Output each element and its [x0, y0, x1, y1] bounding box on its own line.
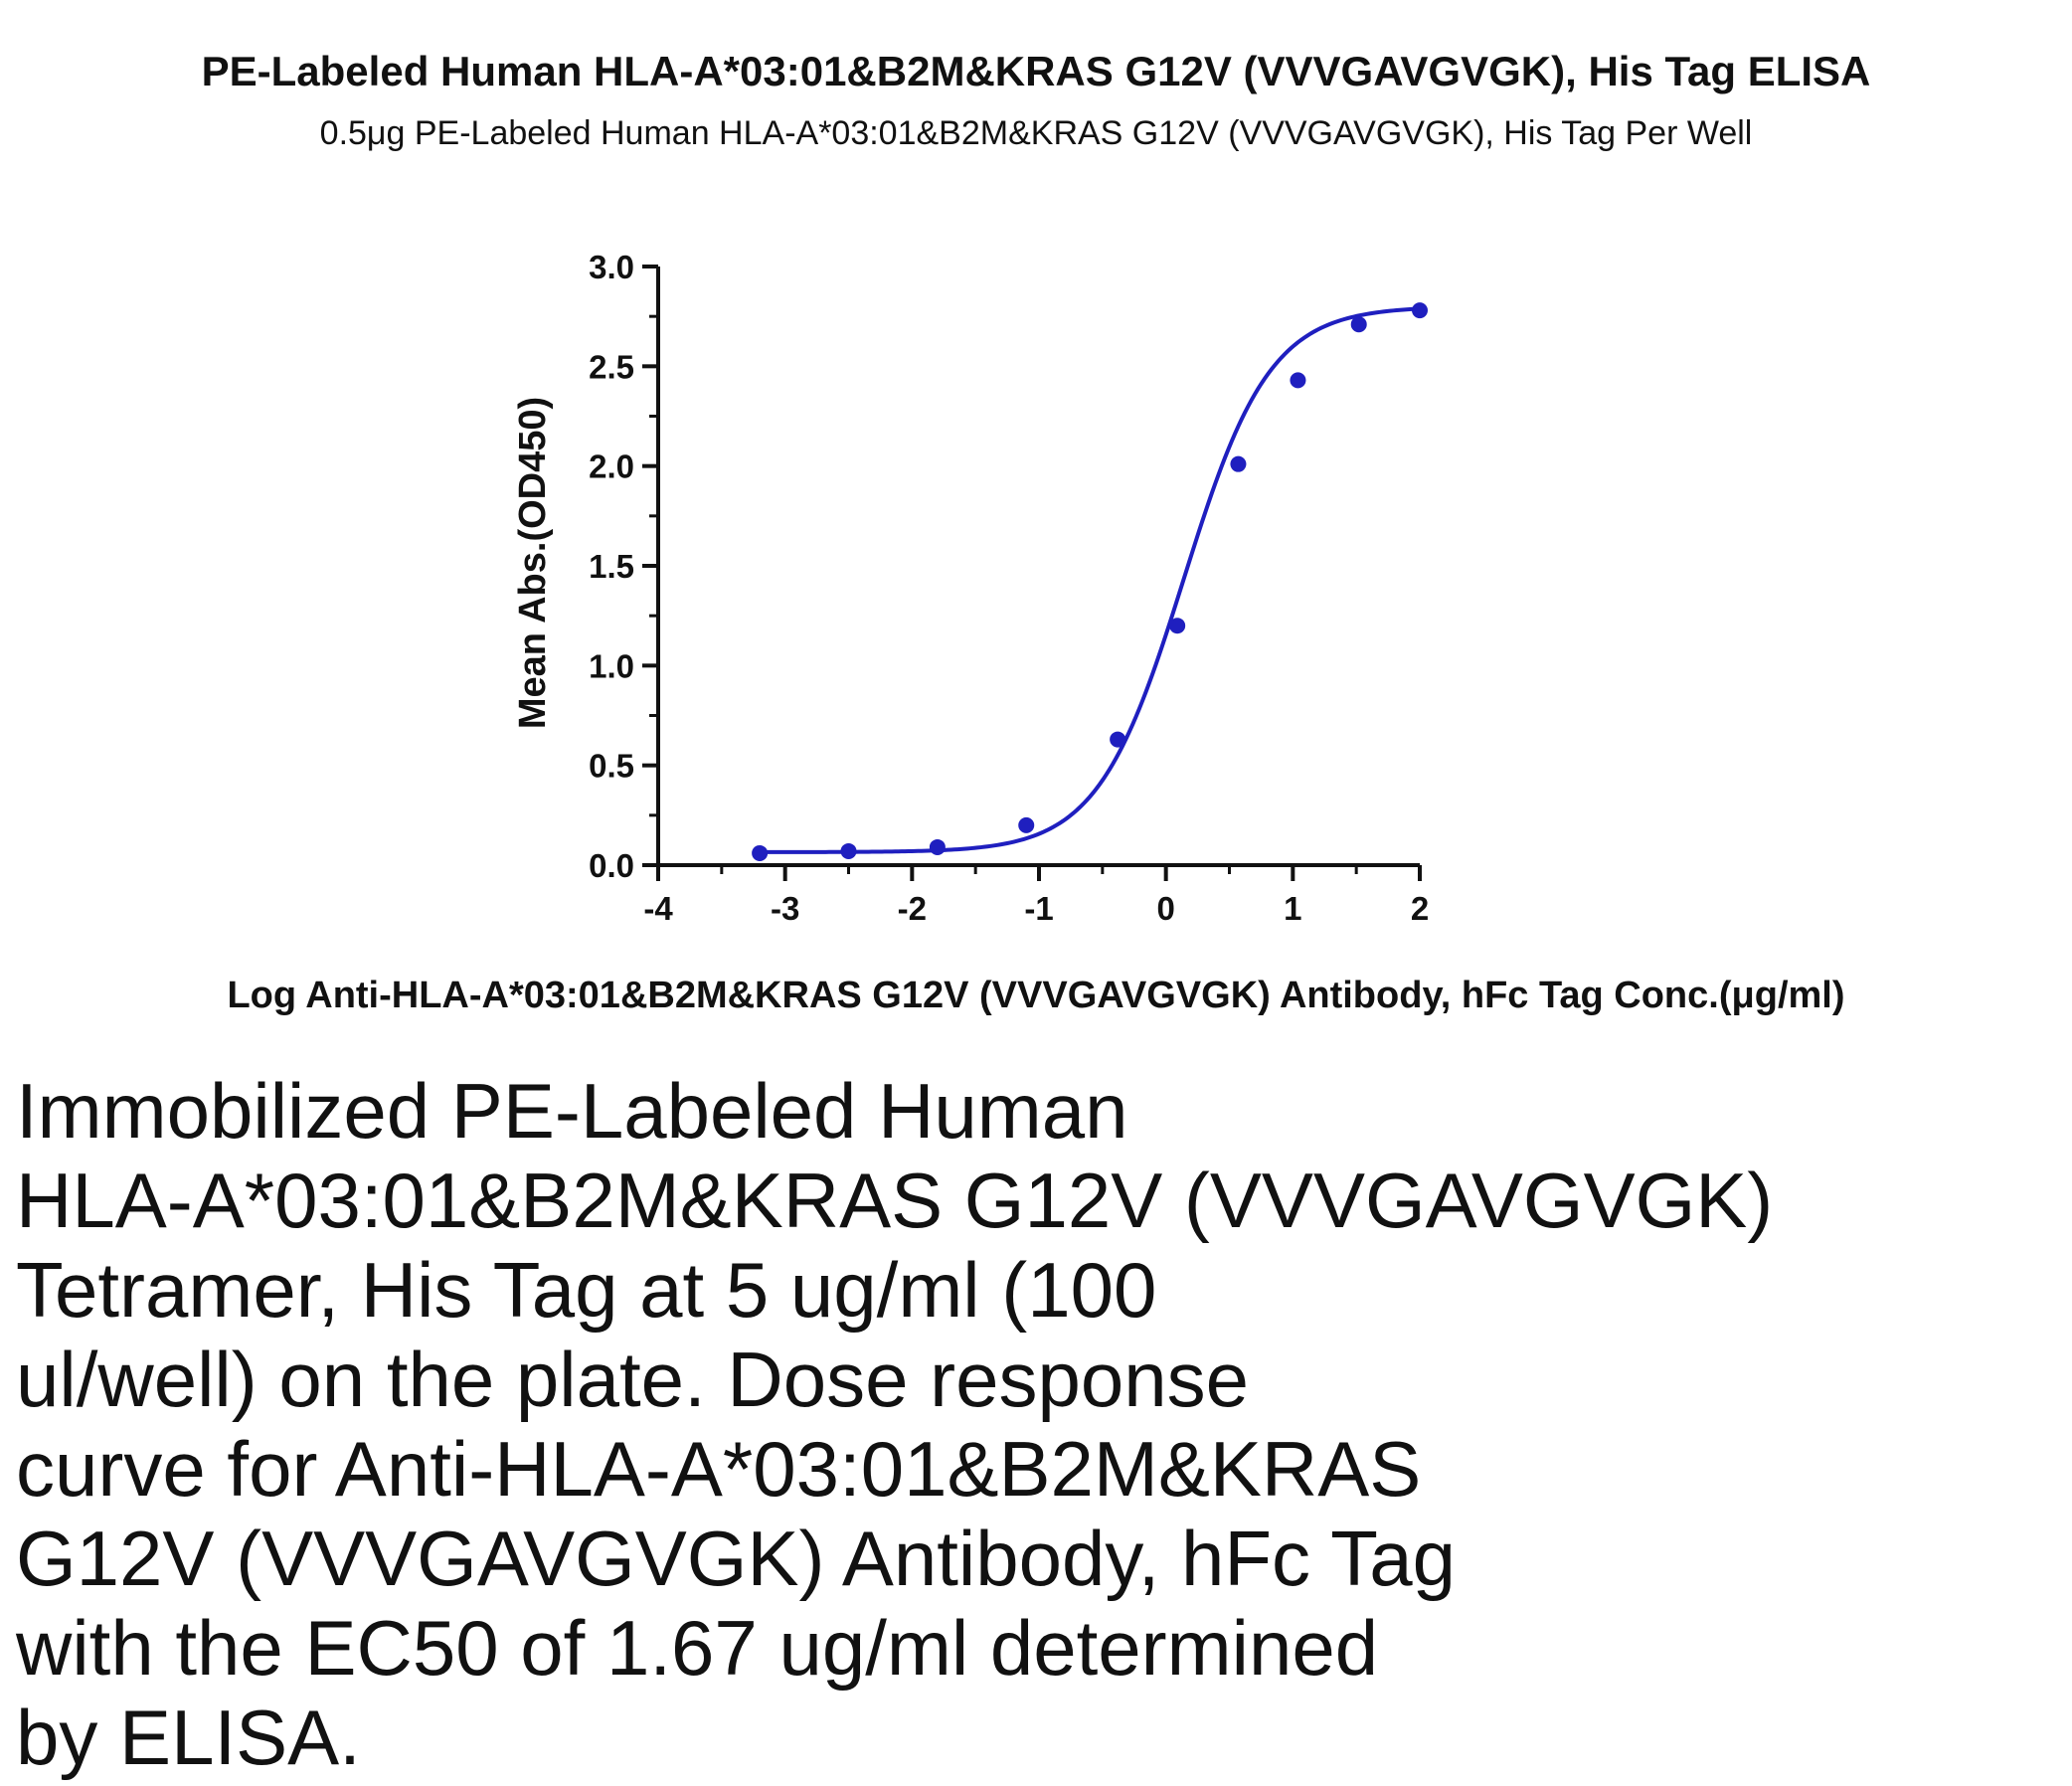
- caption-line: with the EC50 of 1.67 ug/ml determined: [16, 1604, 1379, 1692]
- caption-line: G12V (VVVGAVGVGK) Antibody, hFc Tag: [16, 1515, 1456, 1602]
- caption-line: curve for Anti-HLA-A*03:01&B2M&KRAS: [16, 1425, 1422, 1513]
- x-axis-title: Log Anti-HLA-A*03:01&B2M&KRAS G12V (VVVG…: [227, 975, 1844, 1016]
- y-tick-label: 2.0: [589, 448, 634, 485]
- data-point: [1412, 302, 1428, 319]
- y-tick-label: 3.0: [589, 249, 634, 285]
- x-tick-label: -1: [1024, 890, 1053, 927]
- caption-line: Tetramer, His Tag at 5 ug/ml (100: [16, 1246, 1157, 1334]
- chart-title: PE-Labeled Human HLA-A*03:01&B2M&KRAS G1…: [201, 48, 1871, 94]
- y-axis-title: Mean Abs.(OD450): [512, 397, 554, 729]
- fit-curve: [760, 306, 1421, 854]
- data-point: [1169, 618, 1186, 634]
- elisa-chart: 0.0 0.5 1.0 1.5 2.0 2.5 3.0 -4 -3 -2 -1 0 1 2 Log Ant…: [227, 249, 1844, 1016]
- data-point: [840, 842, 857, 859]
- caption-line: HLA-A*03:01&B2M&KRAS G12V (VVVGAVGVGK): [16, 1157, 1774, 1244]
- x-tick-label: -4: [643, 890, 673, 927]
- x-tick-label: 2: [1411, 890, 1429, 927]
- data-point: [1110, 731, 1126, 748]
- data-point: [929, 838, 946, 855]
- data-point: [1018, 816, 1035, 833]
- y-tick-label: 2.5: [589, 348, 634, 385]
- data-point: [752, 844, 769, 861]
- y-tick-label: 1.0: [589, 647, 634, 684]
- y-tick-label: 1.5: [589, 548, 634, 585]
- caption-line: by ELISA.: [16, 1694, 361, 1781]
- data-point: [1350, 316, 1367, 333]
- chart-subtitle: 0.5μg PE-Labeled Human HLA-A*03:01&B2M&K…: [319, 114, 1753, 152]
- data-points: [752, 302, 1428, 861]
- data-point: [1230, 455, 1247, 472]
- x-tick-label: 1: [1284, 890, 1301, 927]
- x-tick-label: 0: [1156, 890, 1174, 927]
- y-tick-label: 0.0: [589, 847, 634, 884]
- caption-line: ul/well) on the plate. Dose response: [16, 1336, 1250, 1423]
- x-tick-label: -2: [898, 890, 927, 927]
- figure-caption: Immobilized PE-Labeled Human HLA-A*03:01…: [16, 1066, 1806, 1782]
- caption-line: Immobilized PE-Labeled Human: [16, 1067, 1128, 1155]
- axes: 0.0 0.5 1.0 1.5 2.0 2.5 3.0 -4 -3 -2 -1 0 1 2: [589, 249, 1429, 927]
- data-point: [1290, 372, 1306, 389]
- x-tick-label: -3: [771, 890, 799, 927]
- y-tick-label: 0.5: [589, 748, 634, 785]
- fit-curve-layer: [760, 306, 1421, 854]
